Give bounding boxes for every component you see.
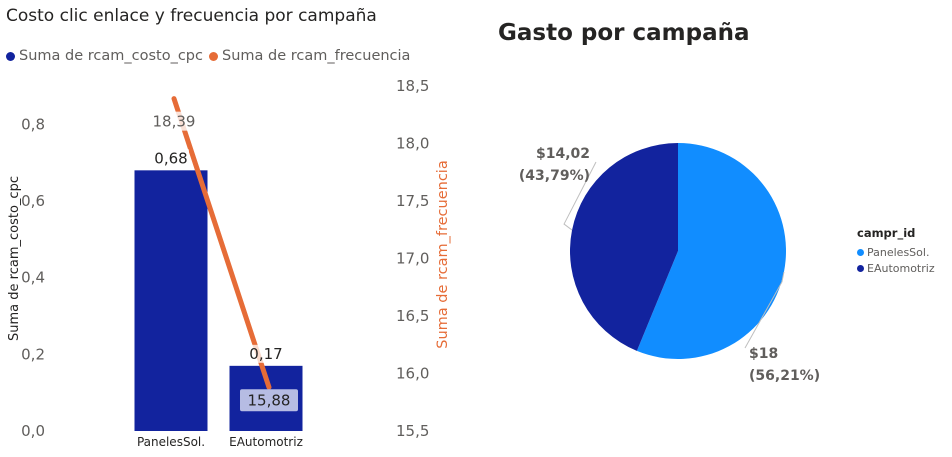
line-data-label-bg	[240, 389, 298, 412]
y-axis-title: Suma de rcam_costo_cpc	[7, 176, 22, 341]
bar-data-label-bg	[153, 149, 189, 168]
y2-tick-label: 17,0	[396, 250, 429, 268]
x-tick-label: EAutomotriz	[229, 435, 303, 449]
pie-chart-title: Gasto por campaña	[498, 20, 750, 46]
line-segment	[171, 96, 272, 390]
pie-data-label: $18	[749, 346, 778, 362]
bar	[134, 170, 208, 432]
pie-legend-item-eautomotriz[interactable]: EAutomotriz	[857, 262, 935, 275]
legend-label-costo-cpc: Suma de rcam_costo_cpc	[19, 48, 203, 64]
line-data-label-bg	[152, 111, 196, 131]
pie-legend-label: EAutomotriz	[867, 262, 935, 275]
combo-chart-legend: Suma de rcam_costo_cpc Suma de rcam_frec…	[6, 48, 416, 64]
bar-data-label: 0,17	[249, 345, 282, 363]
y2-tick-label: 18,0	[396, 135, 429, 153]
bar-data-label: 0,68	[154, 149, 187, 167]
combo-chart-title: Costo clic enlace y frecuencia por campa…	[6, 6, 377, 26]
pie-legend-label: PanelesSol.	[867, 246, 930, 259]
pie-legend-dot-icon	[857, 265, 864, 272]
legend-label-frecuencia: Suma de rcam_frecuencia	[221, 48, 411, 64]
pie-legend-dot-icon	[857, 249, 864, 256]
y2-axis-title: Suma de rcam_frecuencia	[435, 160, 451, 348]
pie-legend: campr_id PanelesSol. EAutomotriz	[857, 226, 935, 278]
pie-data-label: (43,79%)	[519, 168, 590, 184]
pie-leader-line	[744, 271, 785, 349]
pie-slice	[636, 143, 786, 359]
y-tick-label: 0,6	[21, 192, 45, 210]
legend-item-frecuencia[interactable]: Suma de rcam_frecuencia	[208, 48, 411, 64]
pie-data-label: $14,02	[536, 146, 590, 162]
y-tick-label: 0,0	[21, 422, 45, 440]
x-tick-label: PanelesSol.	[137, 435, 205, 449]
y2-tick-label: 18,5	[396, 77, 429, 95]
pie-legend-title: campr_id	[857, 226, 916, 240]
legend-item-costo-cpc[interactable]: Suma de rcam_costo_cpc	[6, 48, 203, 64]
pie-leader-line	[563, 161, 597, 231]
y-tick-label: 0,2	[21, 345, 45, 363]
pie-legend-item-panelessol[interactable]: PanelesSol.	[857, 246, 935, 259]
y-tick-label: 0,4	[21, 269, 45, 287]
y2-tick-label: 15,5	[396, 422, 429, 440]
line-data-label: 18,39	[153, 113, 196, 131]
bar-data-label-bg	[248, 344, 284, 363]
y-tick-label: 0,8	[21, 115, 45, 133]
pie-slice	[569, 143, 678, 351]
pie-data-label: (56,21%)	[749, 368, 820, 384]
legend-dot-bar-icon	[6, 51, 15, 61]
line-data-label: 15,88	[248, 391, 291, 409]
y2-tick-label: 16,0	[396, 365, 429, 383]
y2-tick-label: 17,5	[396, 192, 429, 210]
legend-dot-line-icon	[208, 51, 218, 61]
y2-tick-label: 16,5	[396, 307, 429, 325]
